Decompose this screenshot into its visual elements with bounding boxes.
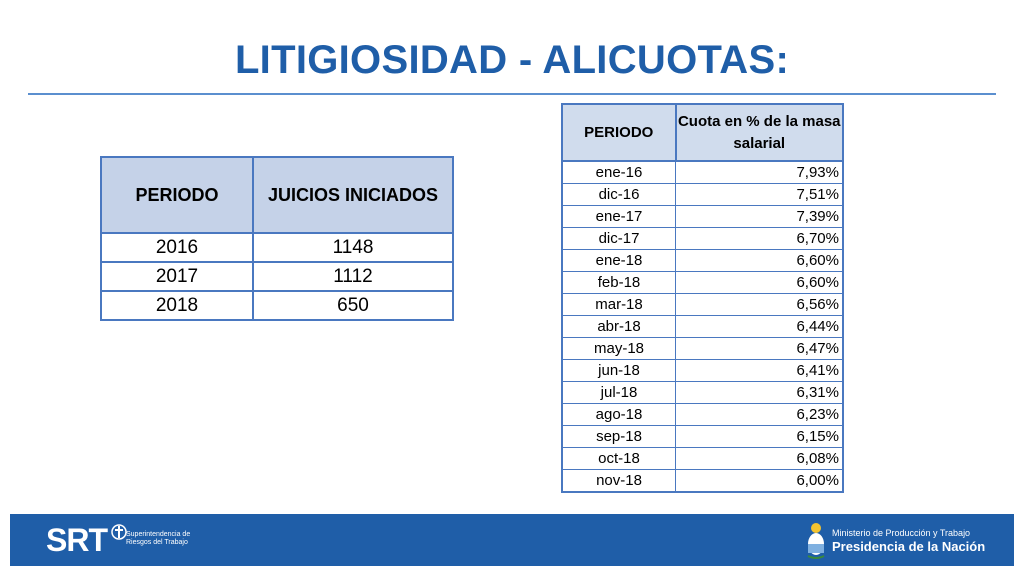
cell-cuota: 6,31% <box>675 381 844 404</box>
ministry-name: Ministerio de Producción y Trabajo <box>832 528 971 538</box>
cell-cuota: 6,08% <box>675 447 844 470</box>
cell-cuota: 6,23% <box>675 403 844 426</box>
cell-periodo: ene-17 <box>561 205 676 228</box>
srt-subtitle-line-2: Riesgos del Trabajo <box>126 539 188 546</box>
table-row: abr-18 6,44% <box>561 315 844 338</box>
cell-periodo: dic-17 <box>561 227 676 250</box>
cell-juicios: 1148 <box>252 232 454 263</box>
column-header-juicios: JUICIOS INICIADOS <box>252 156 454 234</box>
column-header-periodo: PERIODO <box>100 156 254 234</box>
cell-cuota: 6,41% <box>675 359 844 382</box>
cell-cuota: 6,56% <box>675 293 844 316</box>
table-row: sep-18 6,15% <box>561 425 844 448</box>
column-header-periodo: PERIODO <box>561 103 677 162</box>
cell-periodo: jul-18 <box>561 381 676 404</box>
cell-cuota: 6,15% <box>675 425 844 448</box>
cell-periodo: feb-18 <box>561 271 676 294</box>
table-row: ene-16 7,93% <box>561 160 844 184</box>
cell-juicios: 1112 <box>252 261 454 292</box>
cell-juicios: 650 <box>252 290 454 321</box>
cell-periodo: 2016 <box>100 232 254 263</box>
table-row: jul-18 6,31% <box>561 381 844 404</box>
table-header-row: PERIODO JUICIOS INICIADOS <box>100 156 454 234</box>
cell-cuota: 6,00% <box>675 469 844 493</box>
srt-logo-subtitle: Superintendencia de Riesgos del Trabajo <box>126 531 190 547</box>
cell-periodo: jun-18 <box>561 359 676 382</box>
table-row: may-18 6,47% <box>561 337 844 360</box>
cell-cuota: 7,93% <box>675 160 844 184</box>
srt-logo: SRT <box>46 522 108 558</box>
cell-periodo: nov-18 <box>561 469 676 493</box>
table-row: 2017 1112 <box>100 261 454 292</box>
cell-periodo: ene-16 <box>561 160 676 184</box>
table-row: 2018 650 <box>100 290 454 321</box>
table-row: 2016 1148 <box>100 232 454 263</box>
table-row: ago-18 6,23% <box>561 403 844 426</box>
cell-cuota: 6,60% <box>675 271 844 294</box>
cell-cuota: 6,70% <box>675 227 844 250</box>
cell-periodo: oct-18 <box>561 447 676 470</box>
coat-of-arms-icon <box>807 523 825 559</box>
cell-periodo: abr-18 <box>561 315 676 338</box>
presidency-name: Presidencia de la Nación <box>832 539 986 554</box>
srt-subtitle-line-1: Superintendencia de <box>126 531 191 538</box>
table-row: ene-17 7,39% <box>561 205 844 228</box>
cell-periodo: ago-18 <box>561 403 676 426</box>
footer-bar: SRT Superintendencia de Riesgos del Trab… <box>10 514 1014 566</box>
cell-cuota: 7,51% <box>675 183 844 206</box>
table-row: nov-18 6,00% <box>561 469 844 493</box>
cell-periodo: 2017 <box>100 261 254 292</box>
cell-cuota: 6,60% <box>675 249 844 272</box>
page-title: LITIGIOSIDAD - ALICUOTAS: <box>234 38 790 82</box>
cell-periodo: sep-18 <box>561 425 676 448</box>
juicios-table: PERIODO JUICIOS INICIADOS 2016 1148 2017… <box>100 156 454 321</box>
column-header-cuota: Cuota en % de la masa salarial <box>674 103 844 162</box>
cell-cuota: 7,39% <box>675 205 844 228</box>
table-row: jun-18 6,41% <box>561 359 844 382</box>
cell-periodo: mar-18 <box>561 293 676 316</box>
title-divider <box>28 93 996 95</box>
cell-cuota: 6,44% <box>675 315 844 338</box>
cell-periodo: dic-16 <box>561 183 676 206</box>
table-row: mar-18 6,56% <box>561 293 844 316</box>
cuota-table: PERIODO Cuota en % de la masa salarial e… <box>561 103 844 493</box>
table-row: oct-18 6,08% <box>561 447 844 470</box>
table-row: feb-18 6,60% <box>561 271 844 294</box>
cell-periodo: ene-18 <box>561 249 676 272</box>
cell-cuota: 6,47% <box>675 337 844 360</box>
table-row: dic-16 7,51% <box>561 183 844 206</box>
table-row: dic-17 6,70% <box>561 227 844 250</box>
table-row: ene-18 6,60% <box>561 249 844 272</box>
table-header-row: PERIODO Cuota en % de la masa salarial <box>561 103 844 162</box>
cell-periodo: may-18 <box>561 337 676 360</box>
cell-periodo: 2018 <box>100 290 254 321</box>
cross-icon <box>111 524 127 540</box>
